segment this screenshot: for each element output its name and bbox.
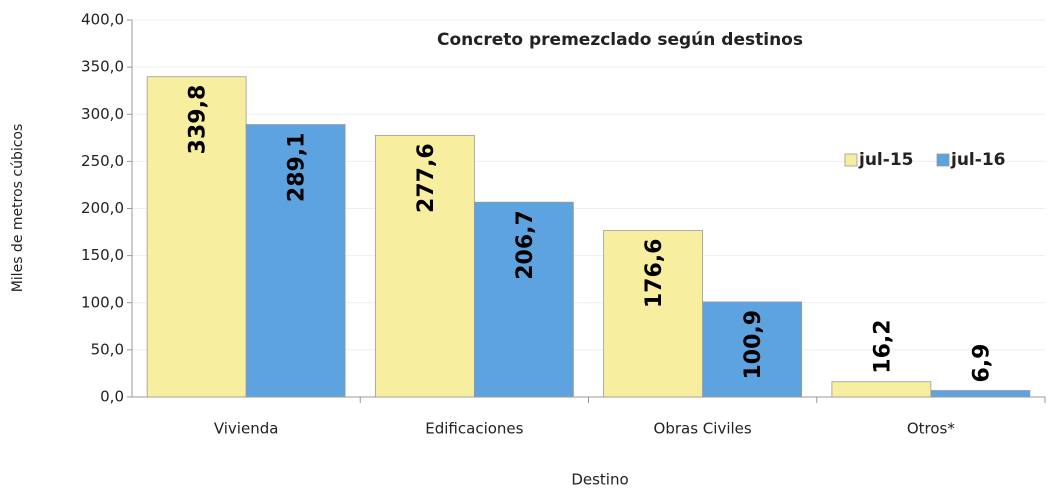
legend-label: jul-16 bbox=[950, 150, 1005, 170]
data-label: 206,7 bbox=[513, 210, 538, 280]
y-tick-label: 350,0 bbox=[81, 58, 124, 76]
y-tick-label: 300,0 bbox=[81, 105, 124, 123]
x-tick-label: Obras Civiles bbox=[654, 420, 752, 438]
y-tick-label: 150,0 bbox=[81, 246, 124, 264]
y-axis-label: Miles de metros cúbicos bbox=[10, 124, 26, 293]
chart-title: Concreto premezclado según destinos bbox=[437, 30, 803, 50]
bar bbox=[473, 201, 574, 398]
data-label: 289,1 bbox=[285, 133, 310, 203]
y-tick-label: 250,0 bbox=[81, 152, 124, 170]
data-label: 339,8 bbox=[186, 85, 211, 155]
legend-swatch bbox=[844, 153, 858, 167]
bar bbox=[603, 230, 704, 398]
x-tick-label: Otros* bbox=[907, 420, 956, 438]
y-tick-label: 0,0 bbox=[100, 388, 124, 406]
bar bbox=[245, 124, 346, 398]
y-tick-label: 50,0 bbox=[91, 340, 124, 358]
data-label: 16,2 bbox=[870, 319, 895, 373]
x-axis-label: Destino bbox=[571, 471, 628, 489]
bar bbox=[930, 390, 1031, 398]
data-label: 176,6 bbox=[642, 239, 667, 309]
y-tick-label: 200,0 bbox=[81, 199, 124, 217]
y-tick-label: 400,0 bbox=[81, 11, 124, 29]
bar bbox=[374, 134, 475, 398]
data-label: 100,9 bbox=[741, 310, 766, 380]
y-tick-label: 100,0 bbox=[81, 293, 124, 311]
x-tick-label: Edificaciones bbox=[425, 420, 523, 438]
bar bbox=[831, 381, 932, 398]
data-label: 277,6 bbox=[414, 143, 439, 213]
data-label: 6,9 bbox=[969, 344, 994, 383]
x-tick-label: Vivienda bbox=[214, 420, 279, 438]
legend-swatch bbox=[936, 153, 950, 167]
legend-label: jul-15 bbox=[858, 150, 913, 170]
bar bbox=[702, 301, 803, 398]
